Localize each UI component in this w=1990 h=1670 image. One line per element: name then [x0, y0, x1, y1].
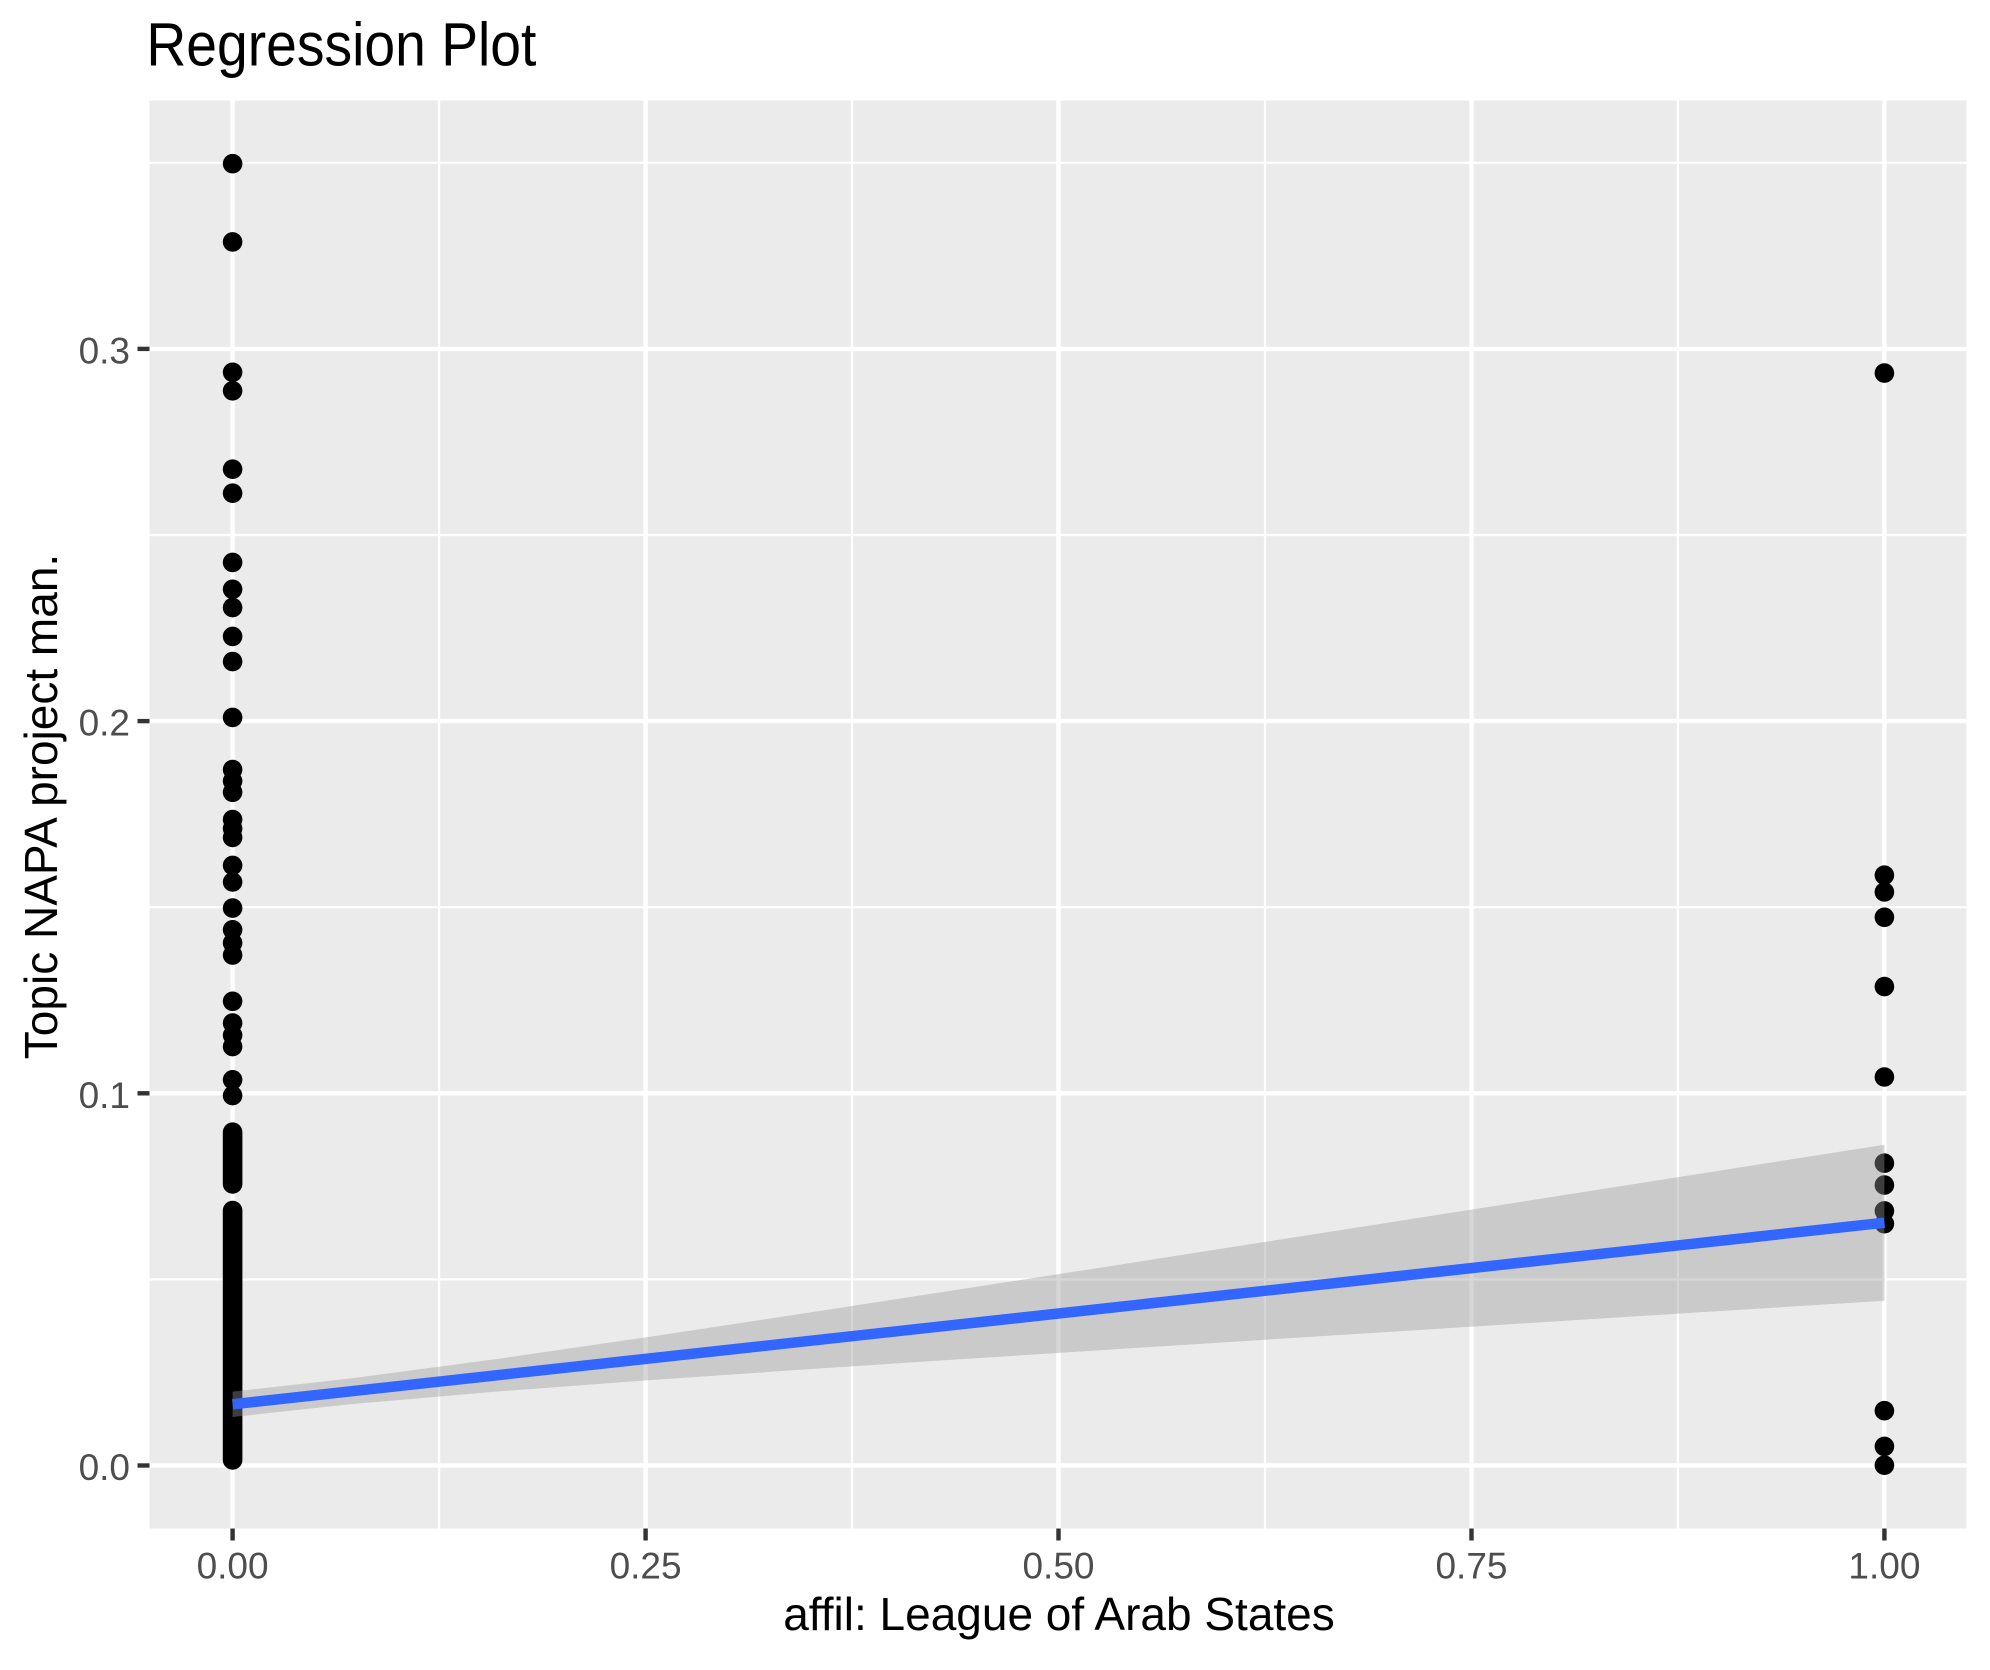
svg-text:0.50: 0.50: [1022, 1546, 1094, 1587]
svg-text:Regression Plot: Regression Plot: [146, 10, 536, 78]
svg-text:Topic NAPA project man.: Topic NAPA project man.: [15, 554, 67, 1059]
svg-text:0.75: 0.75: [1435, 1546, 1507, 1587]
svg-text:0.3: 0.3: [79, 330, 130, 371]
svg-text:0.2: 0.2: [79, 703, 130, 744]
svg-text:affil: League of Arab States: affil: League of Arab States: [783, 1588, 1335, 1640]
svg-text:0.25: 0.25: [610, 1546, 682, 1587]
svg-text:0.1: 0.1: [79, 1075, 130, 1116]
svg-text:0.0: 0.0: [79, 1447, 130, 1488]
svg-text:0.00: 0.00: [197, 1546, 269, 1587]
svg-text:1.00: 1.00: [1848, 1546, 1920, 1587]
